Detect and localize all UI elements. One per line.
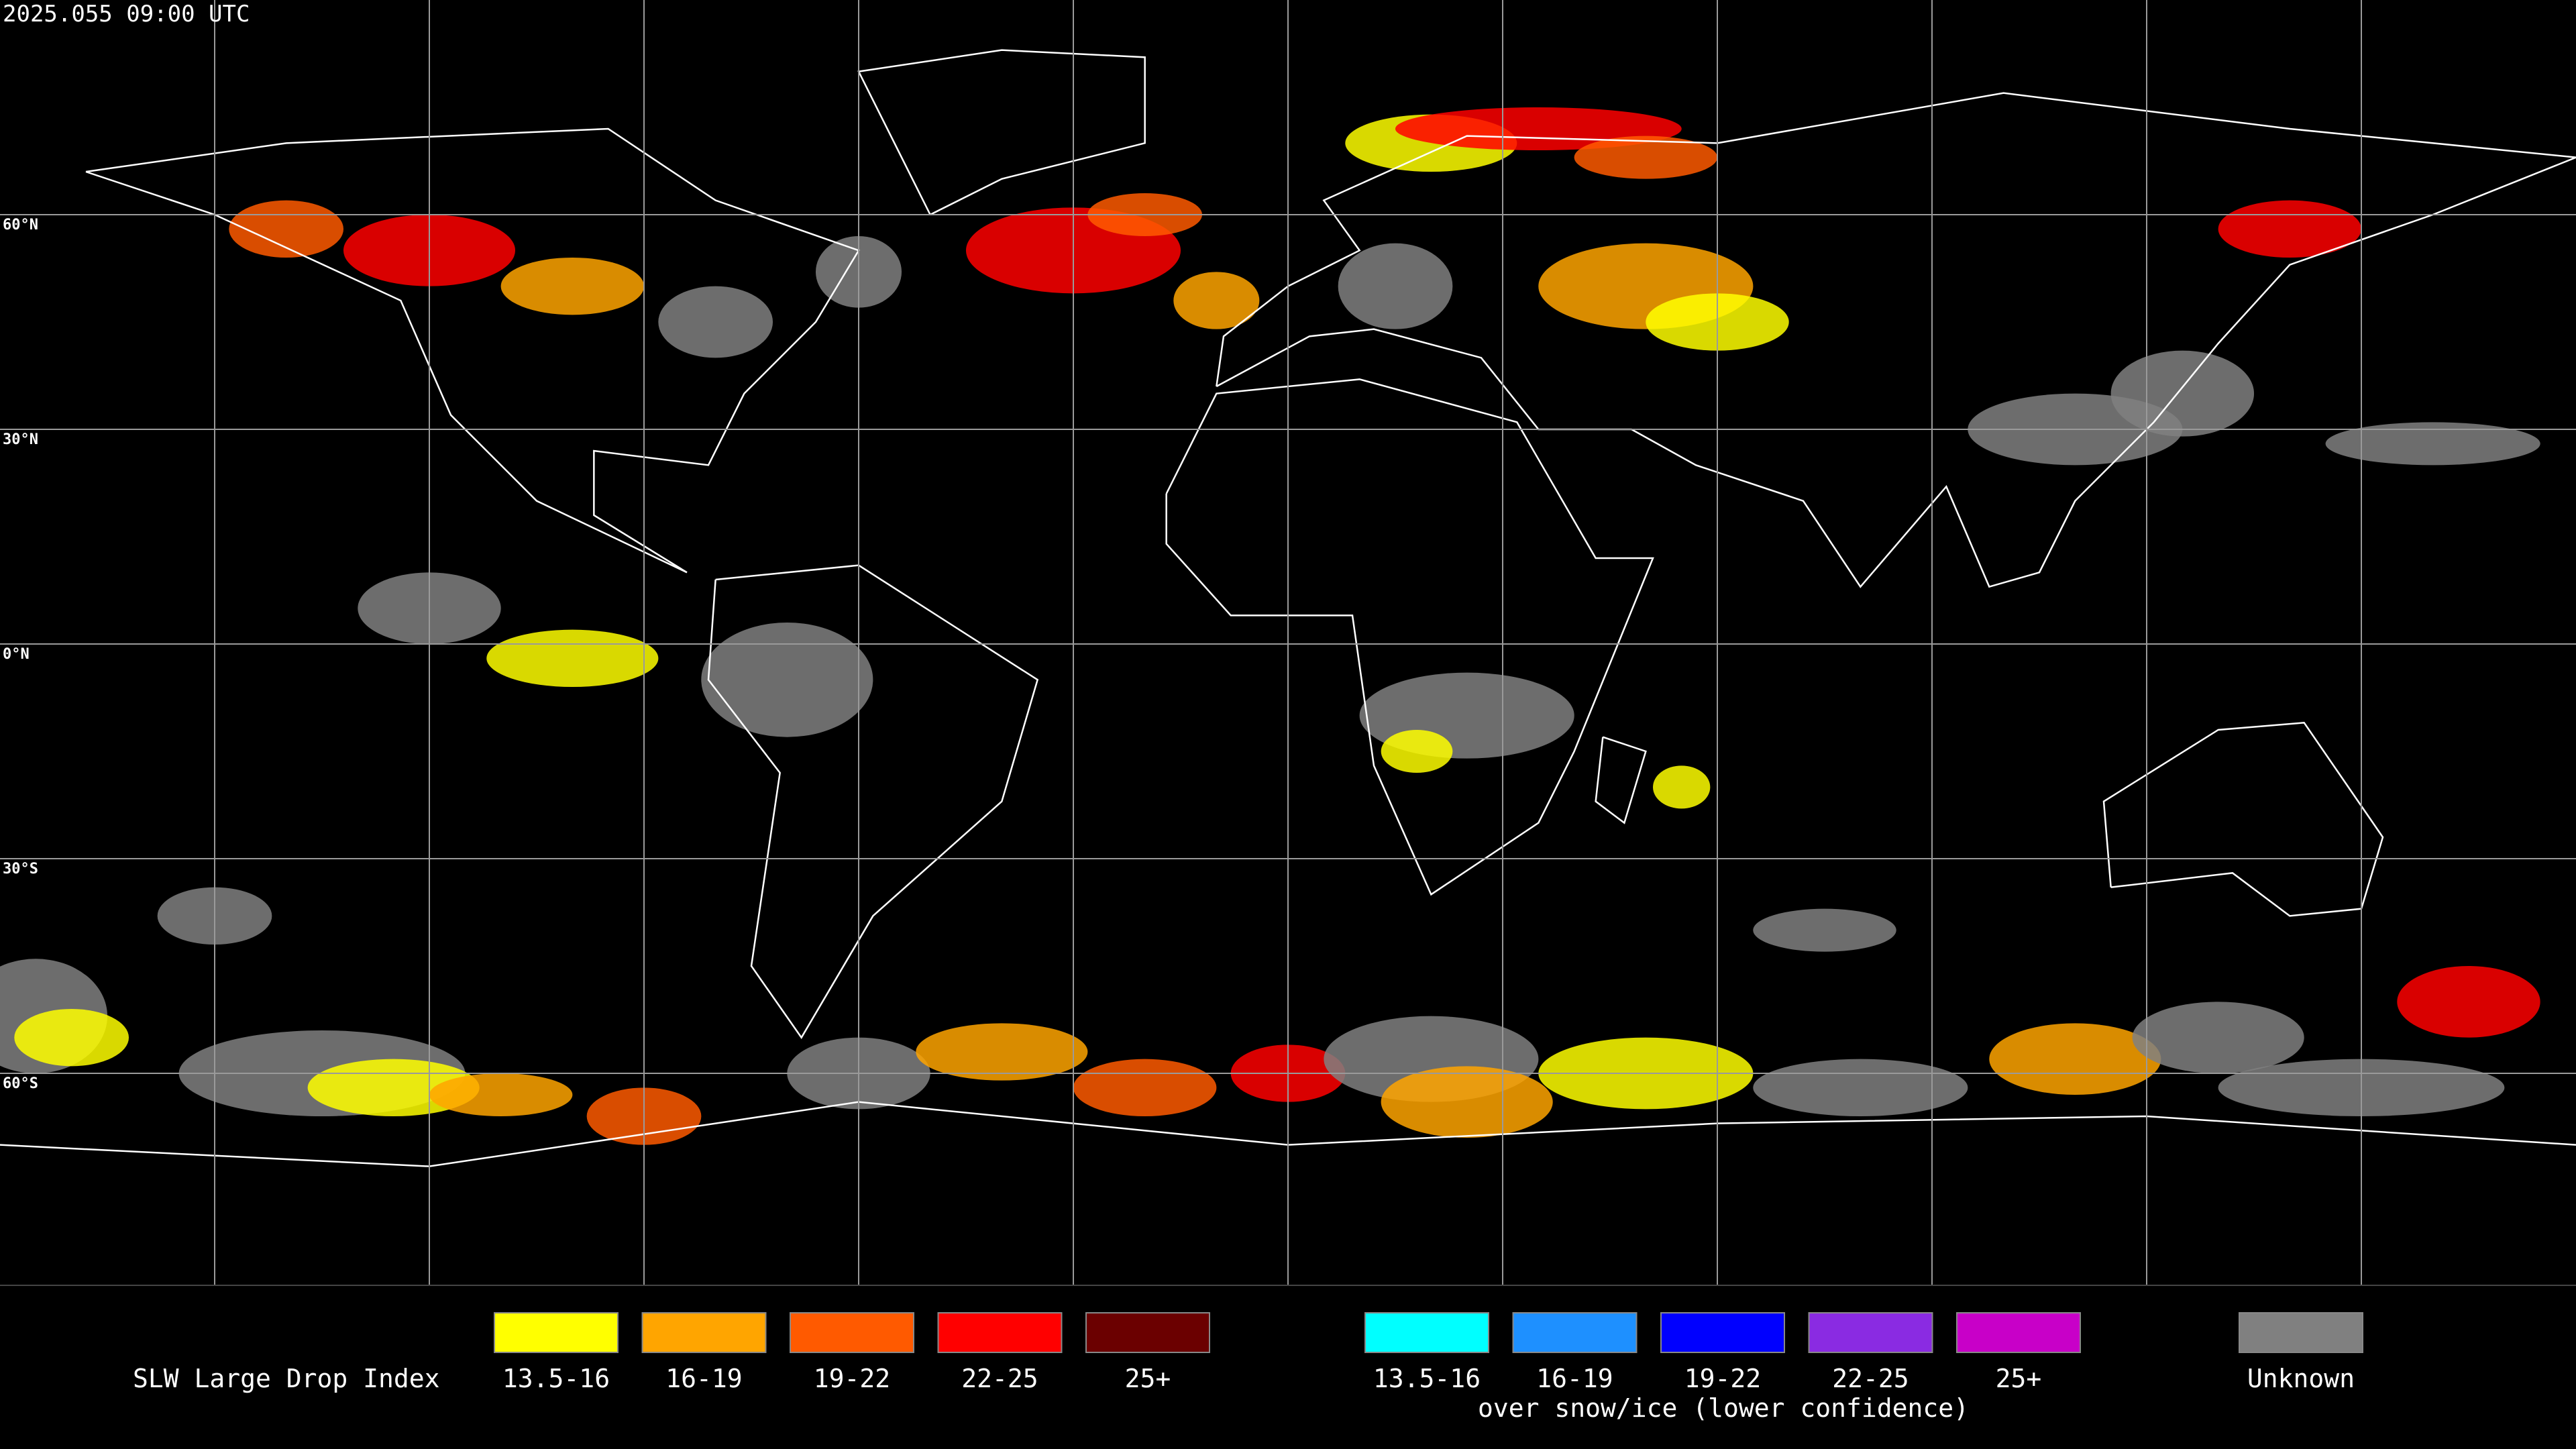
legend-swatch <box>1512 1312 1638 1353</box>
legend-swatch <box>494 1312 619 1353</box>
latitude-label: 60°S <box>3 1075 38 1092</box>
legend-label: 19-22 <box>1684 1364 1761 1393</box>
coastline <box>1595 736 1647 824</box>
cloud-patch <box>1574 136 1718 179</box>
graticule <box>0 0 2576 1285</box>
coastline <box>1165 378 1654 896</box>
cloud-patch <box>429 1073 573 1117</box>
legend-label: 22-25 <box>1832 1364 1909 1393</box>
timestamp: 2025.055 09:00 UTC <box>3 1 250 28</box>
cloud-patch <box>1381 729 1453 773</box>
legend-swatch <box>2239 1312 2363 1353</box>
cloud-patch <box>1753 1059 1968 1117</box>
cloud-patch <box>2325 422 2540 466</box>
legend: SLW Large Drop Index 13.5-16 16-19 19-22 22-… <box>133 1312 2363 1423</box>
latitude-label: 0°N <box>3 646 30 663</box>
cloud-patch <box>1173 272 1260 329</box>
cloud-patch <box>14 1008 129 1067</box>
legend-label: 16-19 <box>1536 1364 1613 1393</box>
latitude-label: 30°S <box>3 861 38 877</box>
cloud-layer <box>0 107 2540 1145</box>
legend-swatch <box>641 1312 767 1353</box>
legend-label: Unknown <box>2247 1364 2355 1393</box>
cloud-patch <box>2218 200 2362 258</box>
cloud-patch <box>2110 350 2255 437</box>
legend-caption: over snow/ice (lower confidence) <box>1478 1393 1969 1423</box>
legend-label: 13.5-16 <box>502 1364 610 1393</box>
cloud-patch <box>486 629 659 688</box>
cloud-patch <box>1753 908 1896 952</box>
legend-label: 22-25 <box>961 1364 1038 1393</box>
cloud-patch <box>2397 965 2540 1038</box>
legend-title: SLW Large Drop Index <box>133 1364 440 1393</box>
cloud-patch <box>500 257 645 315</box>
latitude-label: 60°N <box>3 217 38 233</box>
legend-label: 19-22 <box>814 1364 890 1393</box>
cloud-patch <box>2132 1002 2304 1074</box>
latitude-labels: 60°N 30°N 0°N 30°S 60°S <box>3 217 38 1092</box>
legend-swatch <box>1808 1312 1933 1353</box>
cloud-patch <box>1073 1059 1217 1117</box>
coastline <box>2102 722 2384 917</box>
cloud-patch <box>916 1023 1088 1081</box>
cloud-patch <box>1652 765 1711 809</box>
cloud-patch <box>658 286 773 358</box>
legend-label: 13.5-16 <box>1373 1364 1481 1393</box>
cloud-patch <box>1338 243 1453 329</box>
legend-swatch <box>1956 1312 2081 1353</box>
legend-swatch <box>1085 1312 1210 1353</box>
coastline <box>707 564 1039 1039</box>
legend-swatch <box>1660 1312 1785 1353</box>
coastline <box>85 127 860 574</box>
cloud-patch <box>701 622 873 737</box>
legend-swatch <box>790 1312 914 1353</box>
legend-swatch <box>937 1312 1063 1353</box>
legend-swatch <box>1364 1312 1489 1353</box>
legend-label: 16-19 <box>665 1364 742 1393</box>
latitude-label: 30°N <box>3 431 38 448</box>
cloud-patch <box>1381 1066 1553 1138</box>
cloud-patch <box>1989 1023 2161 1095</box>
legend-label: 25+ <box>1125 1364 1171 1393</box>
legend-label: 25+ <box>1996 1364 2042 1393</box>
